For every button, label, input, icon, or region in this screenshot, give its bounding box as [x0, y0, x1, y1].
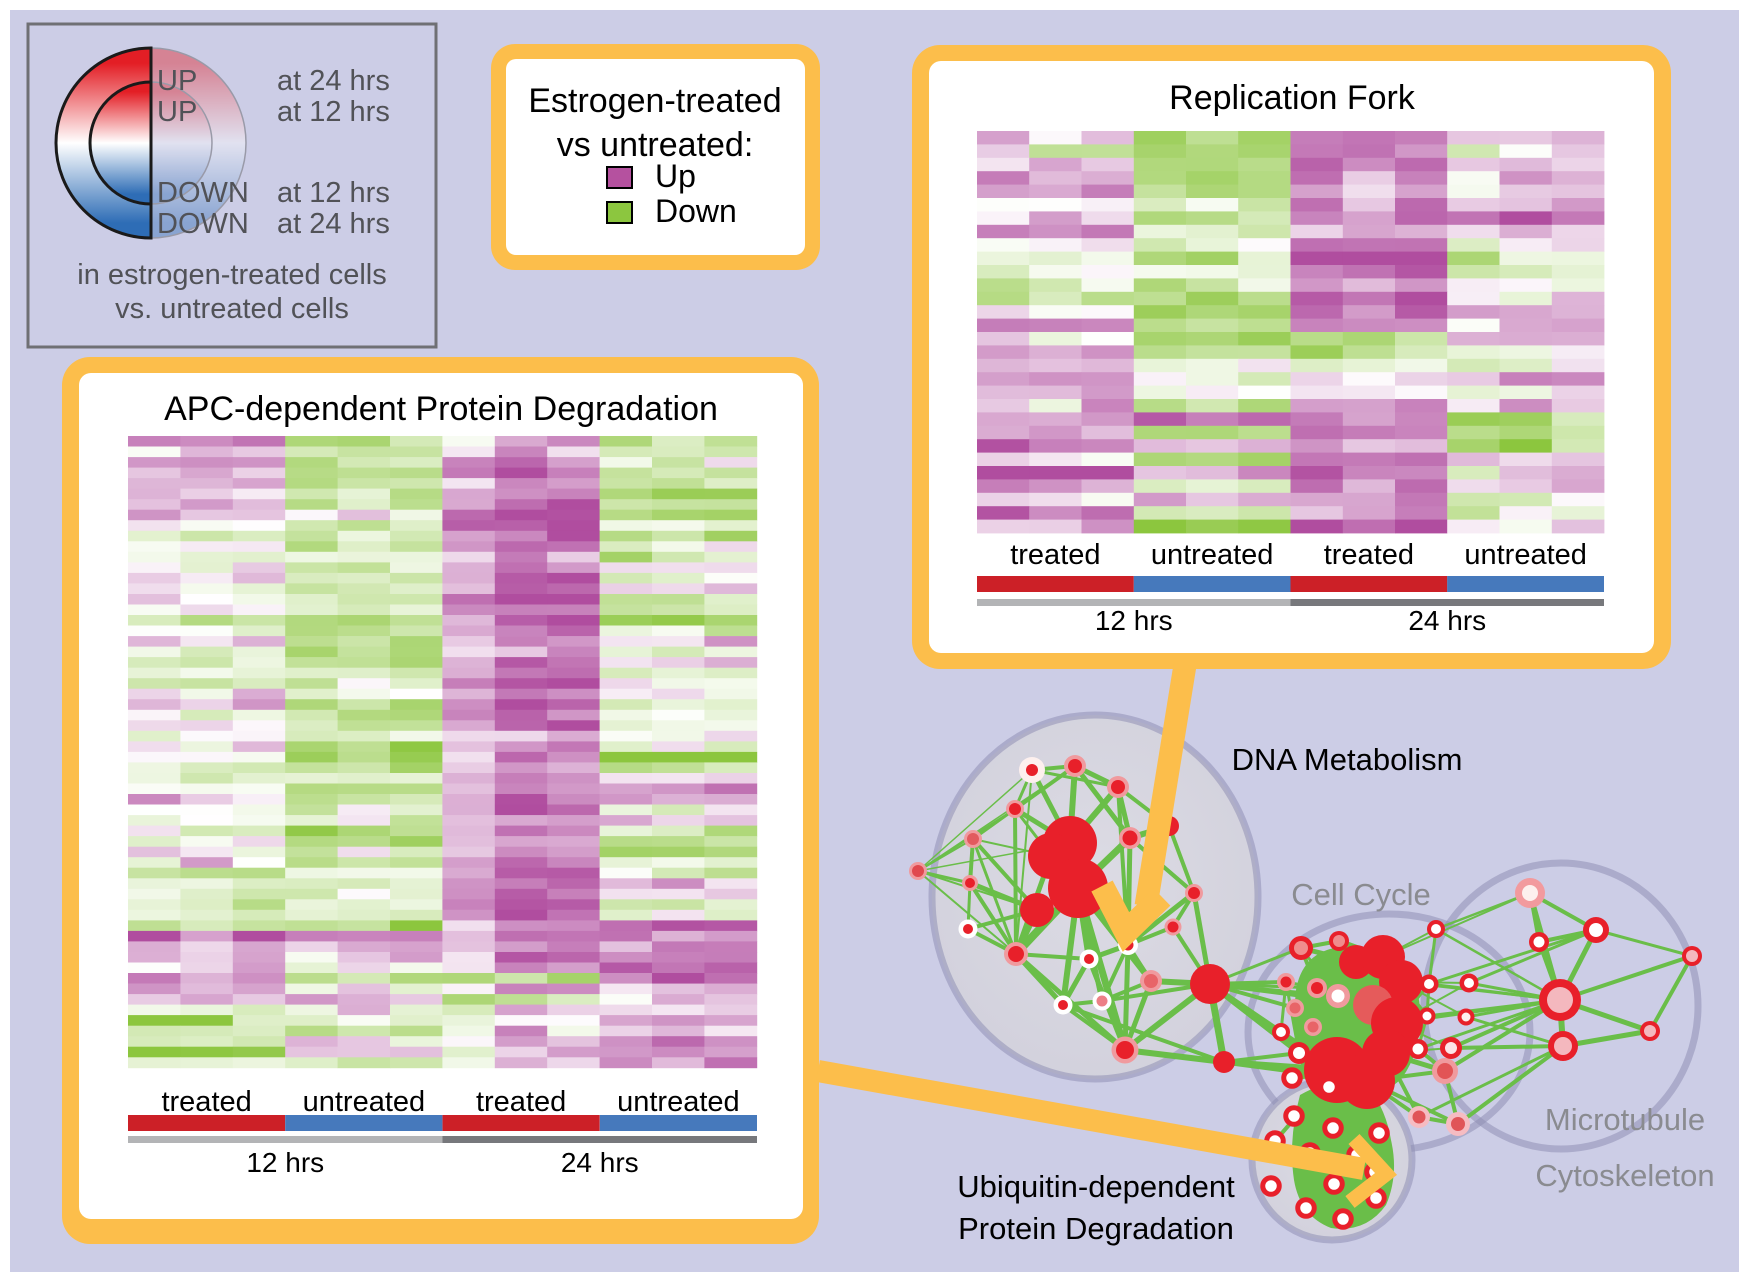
svg-text:treated: treated — [161, 1086, 251, 1118]
svg-text:untreated: untreated — [1151, 539, 1274, 571]
svg-text:Estrogen-treated: Estrogen-treated — [528, 82, 781, 120]
svg-text:vs. untreated cells: vs. untreated cells — [115, 293, 349, 325]
svg-text:in estrogen-treated cells: in estrogen-treated cells — [77, 259, 387, 291]
svg-text:at 24 hrs: at 24 hrs — [277, 208, 390, 240]
svg-text:untreated: untreated — [1464, 539, 1587, 571]
svg-text:DNA Metabolism: DNA Metabolism — [1232, 742, 1463, 777]
svg-text:treated: treated — [1324, 539, 1414, 571]
svg-text:Down: Down — [655, 193, 737, 229]
svg-text:at 12 hrs: at 12 hrs — [277, 96, 390, 128]
svg-text:Replication Fork: Replication Fork — [1169, 79, 1416, 117]
svg-text:APC-dependent Protein Degradat: APC-dependent Protein Degradation — [164, 390, 718, 428]
svg-text:Cytoskeleton: Cytoskeleton — [1535, 1158, 1714, 1193]
svg-text:Protein Degradation: Protein Degradation — [958, 1211, 1234, 1246]
svg-text:at 24 hrs: at 24 hrs — [277, 65, 390, 97]
svg-text:Ubiquitin-dependent: Ubiquitin-dependent — [957, 1169, 1235, 1204]
svg-text:DOWN: DOWN — [157, 208, 249, 240]
svg-text:UP: UP — [157, 65, 197, 97]
svg-text:Up: Up — [655, 158, 696, 194]
svg-text:Microtubule: Microtubule — [1545, 1102, 1705, 1137]
svg-text:24 hrs: 24 hrs — [561, 1147, 639, 1178]
svg-text:UP: UP — [157, 96, 197, 128]
svg-text:DOWN: DOWN — [157, 177, 249, 209]
svg-text:12 hrs: 12 hrs — [246, 1147, 324, 1178]
svg-text:treated: treated — [476, 1086, 566, 1118]
svg-text:vs untreated:: vs untreated: — [557, 126, 754, 164]
svg-text:at 12 hrs: at 12 hrs — [277, 177, 390, 209]
svg-text:untreated: untreated — [617, 1086, 740, 1118]
svg-text:untreated: untreated — [303, 1086, 426, 1118]
svg-text:12 hrs: 12 hrs — [1095, 605, 1173, 636]
svg-text:Cell Cycle: Cell Cycle — [1291, 877, 1431, 912]
svg-text:24 hrs: 24 hrs — [1408, 605, 1486, 636]
svg-text:treated: treated — [1010, 539, 1100, 571]
